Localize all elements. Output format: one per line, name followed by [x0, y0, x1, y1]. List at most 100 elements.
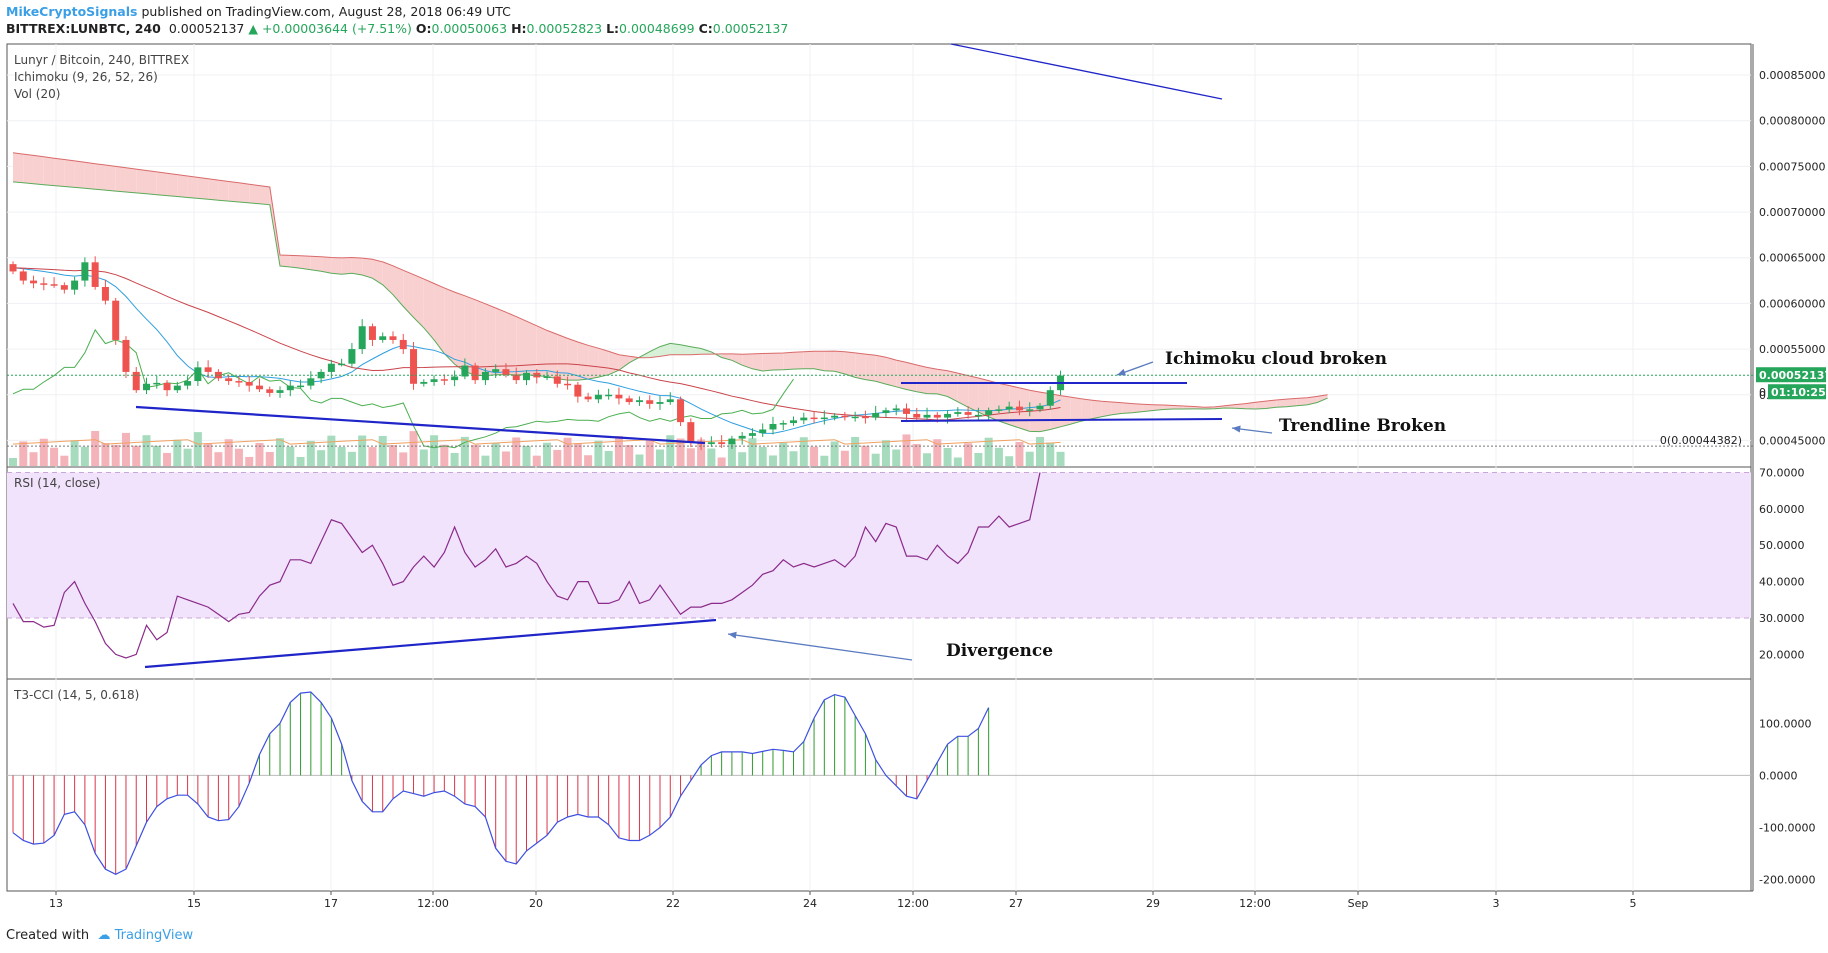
candle-body	[718, 442, 726, 445]
ichimoku-cloud	[290, 255, 301, 269]
ichimoku-cloud	[557, 334, 568, 381]
ichimoku-cloud	[516, 316, 527, 375]
candle-body	[820, 417, 828, 420]
volume-bar	[625, 444, 634, 466]
candle-body	[831, 415, 839, 418]
volume-bar	[255, 442, 264, 466]
volume-bar	[204, 443, 213, 466]
candle-body	[707, 442, 715, 445]
annotation-cloud-broken: Ichimoku cloud broken	[1165, 349, 1387, 369]
candle-body	[1036, 405, 1044, 410]
price-pane-label: Lunyr / Bitcoin, 240, BITTREX	[14, 53, 189, 67]
volume-bar	[471, 444, 480, 466]
ichimoku-cloud	[978, 377, 989, 417]
volume-bar	[543, 442, 552, 466]
volume-bar	[779, 442, 788, 466]
volume-bar	[337, 447, 346, 466]
volume-bar	[604, 451, 613, 466]
volume-bar	[758, 446, 767, 466]
candle-body	[964, 412, 972, 415]
price-pane-label: Ichimoku (9, 26, 52, 26)	[14, 70, 158, 84]
candle-body	[184, 381, 192, 386]
cci-pane-label: T3-CCI (14, 5, 0.618)	[13, 688, 139, 702]
volume-bar	[666, 435, 675, 466]
x-axis-label: 12:00	[417, 897, 449, 910]
ichimoku-cloud	[1255, 401, 1266, 409]
ichimoku-cloud	[762, 353, 773, 372]
price-axis-label: 0.00065000	[1759, 252, 1825, 265]
ichimoku-cloud	[1286, 398, 1297, 407]
candle-body	[122, 339, 130, 372]
candle-body	[451, 376, 459, 381]
candle-body	[235, 381, 243, 383]
volume-bar	[686, 448, 695, 466]
volume-bar	[717, 457, 726, 466]
price-axis-label: 0.00070000	[1759, 206, 1825, 219]
volume-ma-line	[12, 439, 1061, 445]
ichimoku-cloud	[413, 274, 424, 328]
author-link[interactable]: MikeCryptoSignals	[6, 4, 138, 19]
candle-body	[420, 381, 428, 384]
volume-bar	[430, 435, 439, 466]
ichimoku-cloud	[33, 155, 44, 185]
candle-body	[297, 385, 305, 388]
candle-body	[902, 408, 910, 414]
ichimoku-cloud	[197, 177, 209, 200]
volume-bar	[460, 436, 469, 466]
candle-body	[338, 363, 346, 366]
ichimoku-cloud	[403, 270, 414, 318]
ichimoku-cloud	[464, 295, 476, 376]
candle-body	[461, 365, 469, 377]
volume-bar	[656, 449, 665, 466]
x-axis-label: 5	[1630, 897, 1637, 910]
ichimoku-cloud	[1091, 400, 1102, 419]
volume-bar	[183, 448, 192, 466]
candle-body	[50, 284, 58, 286]
ichimoku-cloud	[1152, 404, 1164, 411]
candle-body	[810, 417, 818, 420]
candle-body	[81, 262, 89, 281]
volume-bar	[553, 449, 562, 466]
ichimoku-cloud	[64, 159, 75, 188]
rsi-axis-label: 60.0000	[1759, 503, 1805, 516]
candle-body	[1026, 409, 1034, 411]
ichimoku-cloud	[947, 370, 958, 402]
candle-body	[605, 394, 613, 397]
candle-body	[882, 410, 890, 414]
candle-body	[317, 371, 325, 379]
candle-body	[687, 422, 695, 443]
cci-axis-label: 100.0000	[1759, 717, 1812, 730]
candle-body	[132, 371, 140, 391]
rsi-axis-label: 70.0000	[1759, 466, 1805, 479]
ichimoku-cloud	[382, 261, 393, 295]
ichimoku-cloud	[824, 351, 835, 372]
cci-line	[12, 691, 990, 875]
ichimoku-cloud	[249, 184, 260, 204]
candle-body	[276, 390, 284, 393]
publish-info: MikeCryptoSignals published on TradingVi…	[6, 4, 511, 19]
volume-bar	[245, 456, 254, 466]
candle-body	[769, 423, 777, 430]
rsi-line	[12, 472, 1041, 659]
volume-bar	[60, 455, 69, 466]
ichimoku-cloud	[968, 375, 979, 413]
candle-body	[872, 413, 880, 418]
volume-bar	[614, 435, 623, 466]
candle-body	[512, 374, 520, 381]
candle-body	[564, 383, 572, 386]
ichimoku-cloud	[701, 348, 712, 355]
volume-bar	[419, 449, 428, 466]
ichimoku-cloud	[146, 170, 157, 195]
candle-body	[666, 399, 674, 403]
volume-bar	[265, 451, 274, 466]
volume-bar	[1056, 451, 1065, 466]
tradingview-link[interactable]: TradingView	[114, 928, 194, 943]
volume-bar	[727, 442, 736, 466]
ichimoku-cloud	[998, 383, 1010, 425]
volume-bar	[306, 440, 315, 466]
candle-body	[389, 336, 397, 340]
ichimoku-cloud	[1276, 399, 1287, 408]
trendline	[950, 43, 1223, 100]
volume-bar	[892, 449, 901, 466]
